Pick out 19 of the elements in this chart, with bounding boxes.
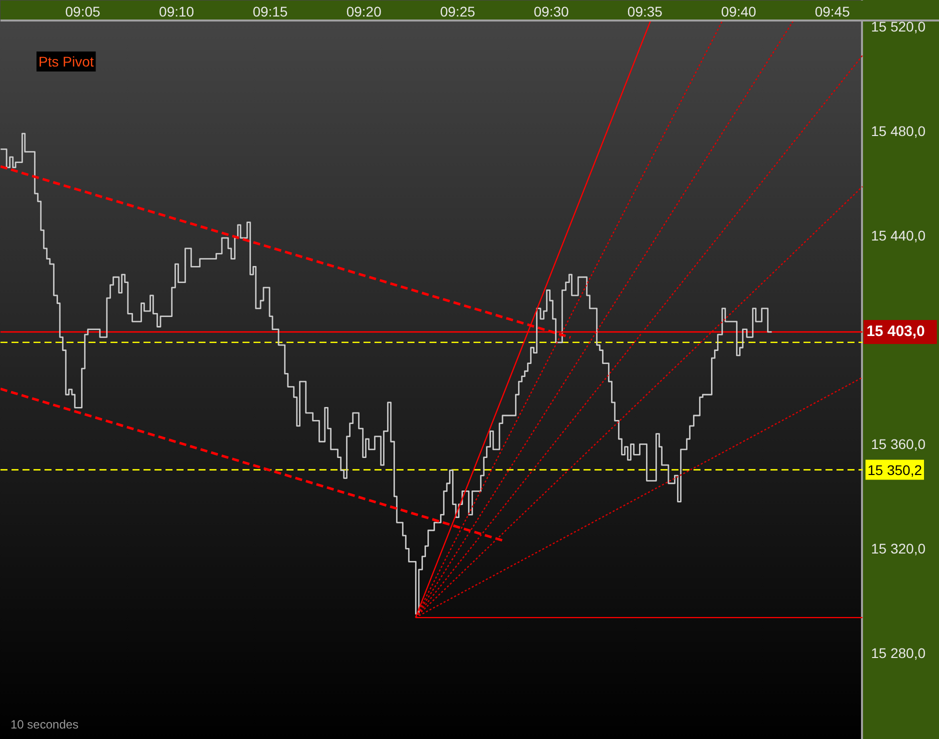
x-tick-label: 09:30 (534, 4, 570, 20)
x-tick-label: 09:20 (346, 4, 382, 20)
y-tick-label: 15 280,0 (871, 645, 926, 662)
x-tick-label: 09:05 (65, 4, 101, 20)
annotation: Pts Pivot (38, 54, 94, 70)
x-tick-label: 09:40 (721, 4, 756, 20)
x-tick-label: 09:25 (440, 4, 476, 20)
y-tick-label: 15 520,0 (871, 18, 926, 35)
x-tick-label: 09:35 (627, 4, 663, 20)
x-tick-label: 09:10 (159, 4, 194, 20)
annotation: 10 secondes (10, 718, 79, 732)
y-tick-label: 15 360,0 (871, 436, 926, 452)
x-tick-label: 09:45 (814, 4, 850, 20)
y-tick-label: 15 440,0 (871, 227, 926, 244)
y-tick-label: 15 320,0 (871, 540, 926, 557)
y-tick-label: 15 480,0 (871, 122, 926, 139)
ref-line-label: 15 403,0 (866, 322, 925, 340)
ref-line-label: 15 350,2 (868, 462, 922, 478)
x-tick-label: 09:15 (252, 4, 288, 20)
